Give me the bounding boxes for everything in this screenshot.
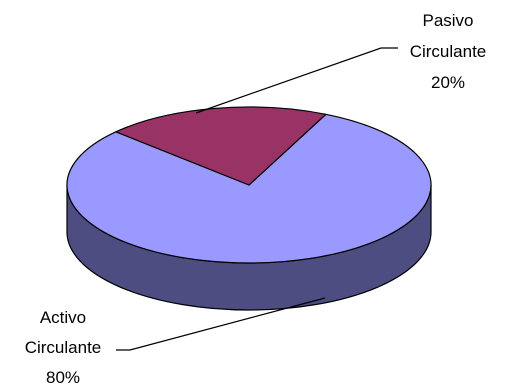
slice-label-activo: Activo Circulante 80%	[25, 308, 102, 387]
pie-top-layer	[66, 106, 432, 264]
slice-label-pasivo-value: 20%	[431, 73, 465, 92]
slice-label-pasivo: Pasivo Circulante 20%	[410, 11, 487, 92]
slice-label-pasivo-line2: Circulante	[410, 42, 487, 61]
slice-label-activo-value: 80%	[46, 368, 80, 387]
slice-label-activo-line1: Activo	[40, 308, 86, 327]
slice-label-pasivo-line1: Pasivo	[422, 11, 473, 30]
leader-line-pasivo	[195, 47, 398, 114]
pie-slice-activo	[66, 113, 432, 264]
leader-lines	[116, 47, 398, 351]
pie-slice-pasivo	[115, 106, 327, 186]
slice-label-activo-line2: Circulante	[25, 338, 102, 357]
leader-line-activo	[116, 297, 326, 351]
